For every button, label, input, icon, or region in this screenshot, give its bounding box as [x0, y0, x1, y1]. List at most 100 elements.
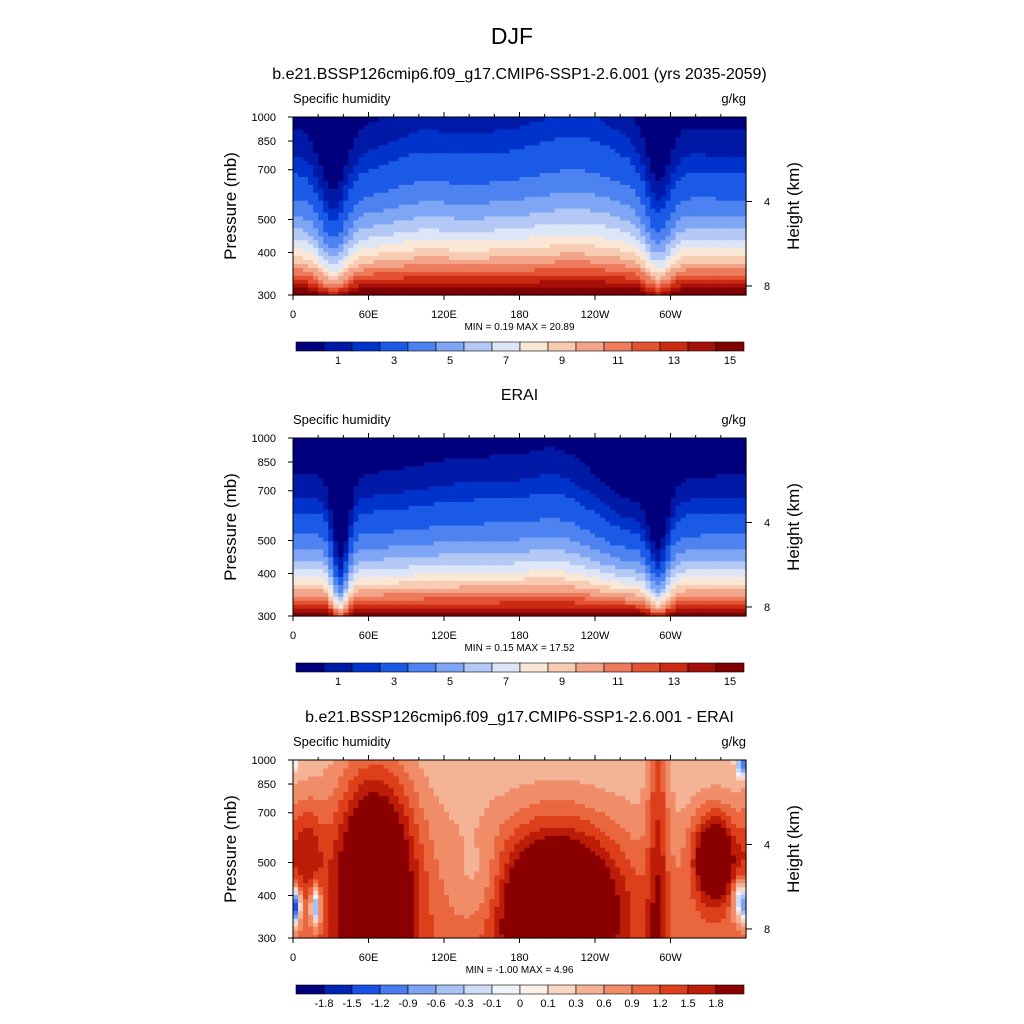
heatmap-cell — [403, 608, 410, 613]
heatmap-cell — [423, 207, 430, 213]
heatmap-cell — [343, 283, 349, 288]
heatmap-cell — [418, 287, 425, 292]
heatmap-cell — [469, 239, 475, 245]
heatmap-cell — [469, 259, 475, 264]
heatmap-cell — [559, 263, 566, 268]
heatmap-cell — [574, 247, 581, 253]
heatmap-cell — [625, 120, 631, 126]
heatmap-cell — [418, 219, 425, 225]
heatmap-cell — [469, 604, 475, 609]
heatmap-cell — [509, 291, 516, 296]
heatmap-cell — [695, 140, 702, 146]
heatmap-cell — [333, 580, 339, 585]
heatmap-cell — [348, 600, 354, 605]
heatmap-cell — [534, 612, 541, 617]
heatmap-cell — [735, 128, 742, 134]
heatmap-cell — [504, 168, 511, 173]
heatmap-cell — [635, 188, 641, 193]
heatmap-cell — [650, 144, 656, 150]
heatmap-cell — [615, 192, 621, 197]
heatmap-cell — [433, 184, 440, 189]
heatmap-cell — [660, 148, 667, 154]
heatmap-cell — [413, 588, 420, 593]
heatmap-cell — [725, 596, 732, 601]
heatmap-cell — [383, 176, 390, 181]
heatmap-cell — [660, 140, 667, 146]
heatmap-cell — [685, 600, 692, 605]
heatmap-cell — [318, 580, 324, 585]
heatmap-cell — [554, 124, 561, 130]
heatmap-cell — [298, 255, 304, 260]
heatmap-cell — [444, 600, 450, 605]
y-tick-label: 700 — [258, 165, 276, 177]
heatmap-cell — [373, 184, 380, 189]
heatmap-cell — [298, 136, 304, 142]
heatmap-cell — [735, 259, 742, 264]
heatmap-cell — [705, 180, 712, 185]
heatmap-cell — [710, 251, 717, 257]
heatmap-cell — [715, 592, 722, 597]
heatmap-cell — [625, 592, 631, 597]
heatmap-cell — [449, 588, 455, 593]
heatmap-cell — [418, 168, 425, 173]
heatmap-cell — [438, 152, 445, 158]
heatmap-cell — [328, 160, 334, 166]
heatmap-cell — [504, 184, 511, 189]
heatmap-cell — [489, 291, 495, 296]
heatmap-cell — [740, 267, 747, 272]
heatmap-cell — [489, 231, 495, 237]
heatmap-cell — [534, 200, 541, 205]
heatmap-cell — [318, 152, 324, 158]
heatmap-cell — [655, 279, 662, 284]
heatmap-cell — [328, 231, 334, 237]
heatmap-cell — [423, 243, 430, 249]
heatmap-cell — [660, 263, 667, 268]
heatmap-cell — [589, 235, 596, 241]
heatmap-cell — [579, 596, 586, 601]
heatmap-cell — [600, 604, 606, 609]
heatmap-cell — [313, 287, 319, 292]
heatmap-cell — [549, 291, 556, 296]
heatmap-cell — [393, 267, 400, 272]
heatmap-cell — [625, 164, 631, 170]
heatmap-cell — [428, 196, 435, 201]
heatmap-cell — [675, 231, 682, 237]
heatmap-cell — [328, 584, 334, 589]
heatmap-cell — [620, 259, 626, 264]
heatmap-cell — [675, 279, 682, 284]
heatmap-cell — [519, 263, 526, 268]
heatmap-cell — [544, 223, 551, 229]
heatmap-cell — [640, 247, 646, 253]
heatmap-cell — [509, 239, 516, 245]
heatmap-cell — [700, 608, 707, 613]
heatmap-cell — [494, 243, 500, 249]
heatmap-cell — [484, 251, 490, 257]
heatmap-cell — [449, 247, 455, 253]
heatmap-cell — [368, 168, 375, 173]
heatmap-cell — [595, 283, 601, 288]
heatmap-cell — [579, 604, 586, 609]
heatmap-cell — [393, 596, 400, 601]
heatmap-cell — [640, 215, 646, 221]
heatmap-cell — [318, 263, 324, 268]
heatmap-cell — [655, 204, 662, 209]
heatmap-cell — [715, 136, 722, 142]
heatmap-cell — [469, 243, 475, 249]
heatmap-cell — [730, 128, 737, 134]
heatmap-cell — [600, 176, 606, 181]
heatmap-cell — [408, 168, 415, 173]
heatmap-cell — [454, 196, 460, 201]
heatmap-cell — [605, 251, 611, 257]
heatmap-cell — [539, 200, 546, 205]
heatmap-cell — [383, 168, 390, 173]
heatmap-cell — [635, 132, 641, 138]
heatmap-cell — [665, 196, 672, 201]
heatmap-cell — [650, 152, 656, 158]
heatmap-cell — [584, 275, 591, 280]
heatmap-cell — [675, 211, 682, 217]
heatmap-cell — [378, 279, 385, 284]
heatmap-cell — [433, 243, 440, 249]
heatmap-cell — [418, 120, 425, 126]
heatmap-cell — [323, 263, 329, 268]
heatmap-cell — [469, 200, 475, 205]
